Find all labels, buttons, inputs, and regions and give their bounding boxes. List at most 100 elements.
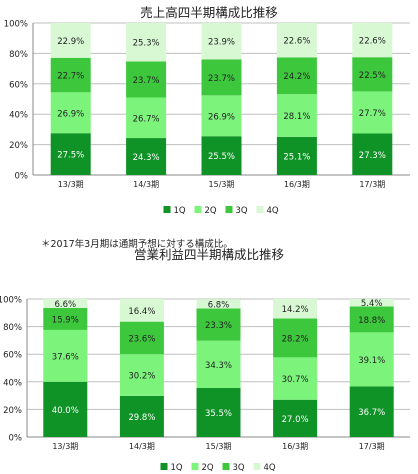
bar-segment-q1 xyxy=(196,388,241,437)
legend-label-q1: 1Q xyxy=(171,463,183,473)
y-tick-label: 0% xyxy=(15,172,29,182)
bar-segment-q1 xyxy=(273,399,318,437)
data-label: 27.3% xyxy=(359,151,386,161)
data-label: 26.9% xyxy=(57,109,84,119)
x-tick-label: 15/3期 xyxy=(206,442,232,451)
footnote: ＊2017年3月期は通期予想に対する構成比。 xyxy=(41,239,233,250)
x-tick-label: 17/3期 xyxy=(359,442,385,451)
bar-segment-q4 xyxy=(201,23,242,60)
data-label: 36.7% xyxy=(358,408,385,418)
y-tick-label: 60% xyxy=(9,80,28,90)
data-label: 24.2% xyxy=(283,72,310,82)
bar-segment-q3 xyxy=(50,57,91,93)
sales-chart-title: 売上高四半期構成比推移 xyxy=(140,5,278,20)
bar-segment-q3 xyxy=(273,318,318,358)
data-label: 15.9% xyxy=(52,315,79,325)
data-label: 23.9% xyxy=(208,38,235,48)
bar-segment-q2 xyxy=(43,329,88,382)
y-tick-label: 20% xyxy=(9,141,28,151)
bar-segment-q2 xyxy=(352,91,393,134)
bar-segment-q3 xyxy=(201,59,242,96)
data-label: 6.8% xyxy=(208,300,230,310)
x-tick-label: 15/3期 xyxy=(209,180,235,189)
data-label: 28.1% xyxy=(283,112,310,122)
y-tick-label: 40% xyxy=(9,111,28,121)
x-tick-label: 17/3期 xyxy=(359,180,385,189)
bar-segment-q2 xyxy=(349,332,394,387)
data-label: 27.5% xyxy=(57,151,84,161)
data-label: 5.4% xyxy=(361,299,383,309)
data-label: 25.3% xyxy=(133,39,160,49)
data-label: 37.6% xyxy=(52,352,79,362)
bar-segment-q4 xyxy=(276,23,317,58)
legend-swatch-q4 xyxy=(256,206,264,213)
data-label: 24.3% xyxy=(133,153,160,163)
legend-label-q3: 3Q xyxy=(236,206,248,216)
legend-swatch-q1 xyxy=(160,463,168,470)
bar-segment-q2 xyxy=(50,92,91,134)
data-label: 22.5% xyxy=(359,71,386,81)
bar-segment-q2 xyxy=(276,94,317,137)
data-label: 23.6% xyxy=(128,334,155,344)
bar-segment-q4 xyxy=(43,298,88,308)
data-label: 23.7% xyxy=(208,74,235,84)
legend-swatch-q2 xyxy=(194,206,202,213)
data-label: 22.9% xyxy=(57,37,84,47)
bar-segment-q3 xyxy=(119,321,164,355)
legend-swatch-q1 xyxy=(163,206,171,213)
bar-segment-q4 xyxy=(273,298,318,319)
x-tick-label: 13/3期 xyxy=(58,180,84,189)
bar-segment-q4 xyxy=(349,299,394,307)
bar-segment-q1 xyxy=(201,136,242,175)
data-label: 22.6% xyxy=(359,37,386,47)
data-label: 29.8% xyxy=(128,413,155,423)
data-label: 28.2% xyxy=(282,334,309,344)
bar-segment-q3 xyxy=(349,306,394,333)
bar-segment-q1 xyxy=(276,136,317,175)
bar-segment-q2 xyxy=(126,97,167,139)
data-label: 40.0% xyxy=(52,406,79,416)
bar-segment-q4 xyxy=(50,23,91,58)
legend-swatch-q3 xyxy=(225,206,233,213)
bar-segment-q3 xyxy=(126,61,167,98)
data-label: 35.5% xyxy=(205,409,232,419)
bar-segment-q2 xyxy=(119,354,164,396)
operating-profit-chart-panel: 営業利益四半期構成比推移 0% 20% 40% 60% 80% 100% 40.0% 37.6… xyxy=(0,236,418,474)
data-label: 22.6% xyxy=(283,37,310,47)
bar-segment-q4 xyxy=(196,299,241,309)
bar-segment-q3 xyxy=(196,308,241,341)
bar-segment-q4 xyxy=(352,22,393,58)
bar-segment-q1 xyxy=(50,133,91,175)
bar-segment-q3 xyxy=(276,57,317,95)
data-label: 27.7% xyxy=(359,109,386,119)
bar-segment-q2 xyxy=(201,95,242,137)
y-tick-label: 100% xyxy=(4,20,28,30)
y-tick-label: 60% xyxy=(3,351,22,361)
legend-swatch-q4 xyxy=(253,463,261,470)
legend-label-q2: 2Q xyxy=(205,206,217,216)
operating-profit-stacked-bar-chart: 0% 20% 40% 60% 80% 100% 40.0% 37.6% 15.9% 6.6% 13/… xyxy=(0,296,410,473)
y-tick-label: 0% xyxy=(9,434,23,444)
legend-label-q1: 1Q xyxy=(174,206,186,216)
bar-segment-q1 xyxy=(349,386,394,437)
data-label: 18.8% xyxy=(358,316,385,326)
data-label: 22.7% xyxy=(57,72,84,82)
bar-segment-q1 xyxy=(43,381,88,437)
bar-segment-q2 xyxy=(196,340,241,389)
legend-label-q2: 2Q xyxy=(202,463,214,473)
x-tick-label: 13/3期 xyxy=(52,442,78,451)
data-label: 26.7% xyxy=(133,114,160,124)
data-label: 34.3% xyxy=(205,361,232,371)
y-tick-label: 100% xyxy=(0,296,22,306)
bar-segment-q4 xyxy=(126,23,167,62)
sales-stacked-bar-chart: 0% 20% 40% 60% 80% 100% 27.5% 26.9% 22.7% 22.9% 13… xyxy=(4,20,410,216)
data-label: 6.6% xyxy=(54,300,76,310)
sales-chart-panel: 売上高四半期構成比推移 0% 20% 40% 60% 80% 100% 27.5% 26.9%… xyxy=(0,0,418,236)
data-label: 30.7% xyxy=(282,375,309,385)
legend-label-q4: 4Q xyxy=(264,463,276,473)
data-label: 27.0% xyxy=(282,415,309,425)
x-tick-label: 14/3期 xyxy=(133,180,159,189)
data-label: 26.9% xyxy=(208,112,235,122)
data-label: 25.5% xyxy=(208,152,235,162)
bar-segment-q1 xyxy=(352,133,393,175)
